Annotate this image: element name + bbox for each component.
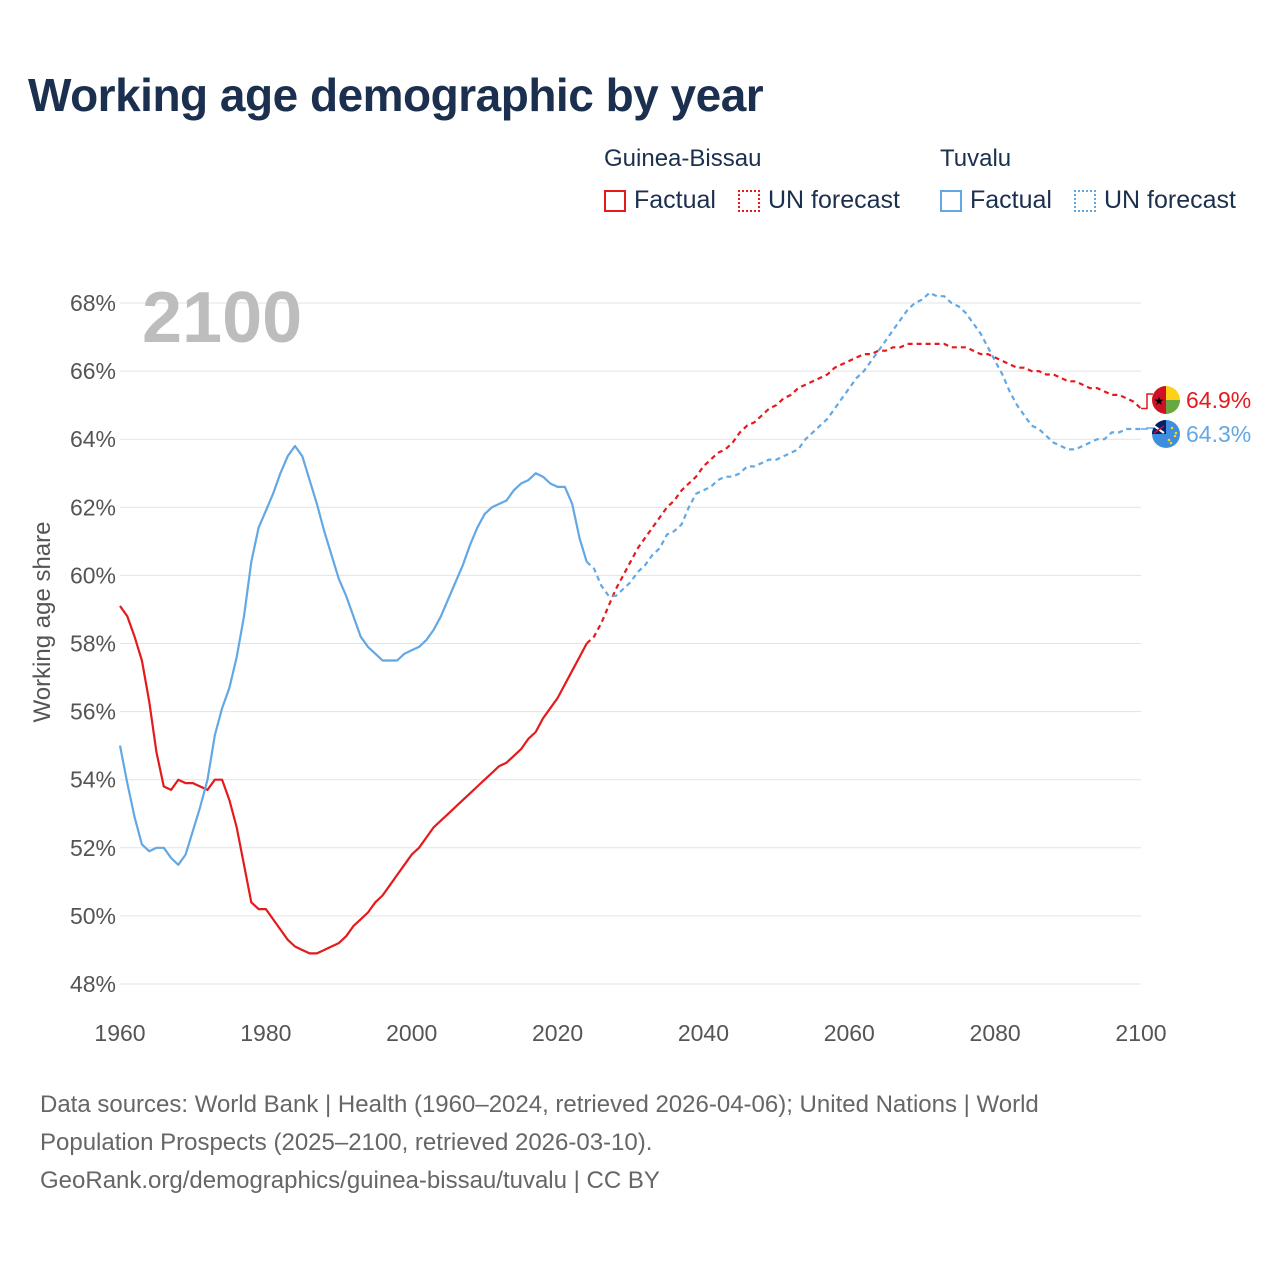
legend-group-tuvalu: Tuvalu bbox=[940, 145, 1012, 172]
y-tick-label: 58% bbox=[70, 631, 116, 657]
x-tick-label: 2000 bbox=[386, 1020, 437, 1046]
y-tick-label: 48% bbox=[70, 971, 116, 997]
connector-tuvalu bbox=[1141, 427, 1153, 430]
footer: Data sources: World Bank | Health (1960–… bbox=[40, 1086, 1240, 1200]
y-axis: 48% 50% 52% 54% 56% 58% 60% 62% 64% 66% 68% bbox=[70, 290, 116, 997]
legend-swatch-dotted-icon bbox=[738, 189, 760, 212]
connector-guinea-bissau bbox=[1141, 393, 1153, 410]
series-line-tuvalu-forecast[interactable] bbox=[585, 291, 1141, 597]
flag-saltire-red bbox=[1153, 425, 1165, 434]
legend-item-tuvalu-forecast[interactable]: UN forecast bbox=[1074, 186, 1236, 215]
y-tick-label: 52% bbox=[70, 835, 116, 861]
legend-label: UN forecast bbox=[1104, 186, 1236, 214]
flag-canton bbox=[1152, 420, 1166, 434]
x-tick-label: 2080 bbox=[970, 1020, 1021, 1046]
y-tick-label: 62% bbox=[70, 494, 116, 520]
legend-swatch-solid-icon bbox=[940, 189, 962, 212]
footer-url[interactable]: GeoRank.org/demographics/guinea-bissau/t… bbox=[40, 1167, 660, 1194]
year-label: 2100 bbox=[142, 278, 302, 358]
y-tick-label: 56% bbox=[70, 699, 116, 725]
gridlines bbox=[120, 302, 1141, 985]
series-line-guinea-bissau-forecast[interactable] bbox=[585, 342, 1142, 645]
x-tick-label: 2060 bbox=[824, 1020, 875, 1046]
chart-title: Working age demographic by year bbox=[28, 69, 764, 121]
flag-star-dot bbox=[1167, 438, 1171, 442]
x-tick-label: 1960 bbox=[94, 1020, 145, 1046]
end-markers: ★ 64.9% 64.3% bbox=[1141, 386, 1251, 448]
y-tick-label: 60% bbox=[70, 562, 116, 588]
legend-swatch-dotted-icon bbox=[1074, 189, 1096, 212]
x-tick-label: 2020 bbox=[532, 1020, 583, 1046]
flag-star-dot bbox=[1173, 434, 1177, 438]
series-line-tuvalu-factual[interactable] bbox=[118, 444, 588, 866]
x-tick-label: 2100 bbox=[1115, 1020, 1166, 1046]
flag-star-dot bbox=[1174, 431, 1178, 435]
legend-item-guinea-bissau-factual[interactable]: Factual bbox=[604, 186, 716, 215]
flag-star-icon: ★ bbox=[1154, 394, 1165, 408]
y-axis-label: Working age share bbox=[29, 522, 56, 723]
y-tick-label: 68% bbox=[70, 290, 116, 316]
x-tick-label: 1980 bbox=[240, 1020, 291, 1046]
end-value-label-tuvalu: 64.3% bbox=[1186, 421, 1251, 447]
series-line-guinea-bissau-factual[interactable] bbox=[119, 605, 588, 955]
y-tick-label: 54% bbox=[70, 767, 116, 793]
legend-label: Factual bbox=[970, 186, 1052, 214]
y-tick-label: 66% bbox=[70, 358, 116, 384]
x-axis: 1960 1980 2000 2020 2040 2060 2080 2100 bbox=[94, 1020, 1166, 1046]
legend-group-guinea-bissau: Guinea-Bissau bbox=[604, 145, 762, 172]
flag-red-segment bbox=[1152, 386, 1166, 414]
footer-source-line-1: Data sources: World Bank | Health (1960–… bbox=[40, 1091, 1039, 1118]
flag-star-dot bbox=[1170, 426, 1174, 430]
footer-source-line-2: Population Prospects (2025–2100, retriev… bbox=[40, 1129, 653, 1156]
y-tick-label: 64% bbox=[70, 426, 116, 452]
flag-star-dot bbox=[1169, 441, 1173, 445]
end-value-label-guinea-bissau: 64.9% bbox=[1186, 387, 1251, 413]
x-tick-label: 2040 bbox=[678, 1020, 729, 1046]
legend-item-guinea-bissau-forecast[interactable]: UN forecast bbox=[738, 186, 900, 215]
y-tick-label: 50% bbox=[70, 903, 116, 929]
legend-swatch-solid-icon bbox=[604, 189, 626, 212]
series-layer bbox=[118, 291, 1142, 955]
legend-label: UN forecast bbox=[768, 186, 900, 214]
legend-item-tuvalu-factual[interactable]: Factual bbox=[940, 186, 1052, 215]
line-chart: 48%50%52%54%56%58%60%62%64%66%68% 1960 19… bbox=[29, 278, 1251, 1046]
flag-green-segment bbox=[1166, 400, 1180, 414]
legend-label: Factual bbox=[634, 186, 716, 214]
